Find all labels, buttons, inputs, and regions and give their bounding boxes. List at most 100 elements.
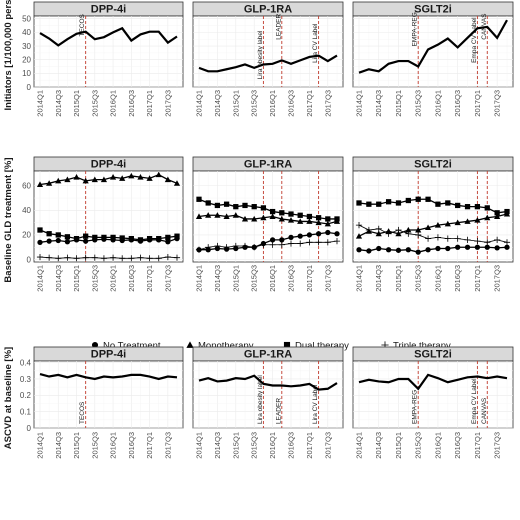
marker-plus <box>494 236 501 243</box>
marker-plus <box>46 254 53 261</box>
marker-plus <box>474 237 481 245</box>
x-tick-label: 2016Q3 <box>287 265 296 292</box>
marker-square <box>260 205 267 211</box>
x-tick-label: 2014Q3 <box>54 90 63 117</box>
series-line <box>358 19 508 74</box>
marker-square <box>37 227 43 233</box>
marker-square <box>385 199 392 205</box>
marker-circle <box>455 244 461 250</box>
x-tick-label: 2015Q3 <box>250 432 259 459</box>
marker-triangle <box>173 180 181 186</box>
marker-triangle <box>146 175 153 181</box>
marker-triangle <box>155 171 162 178</box>
marker-plus <box>223 244 230 251</box>
event-label: LEADER <box>275 398 282 424</box>
marker-plus <box>251 244 258 251</box>
marker-circle <box>165 239 171 245</box>
x-tick-label: 2015Q3 <box>250 90 259 117</box>
marker-circle <box>83 238 89 244</box>
marker-plus <box>355 222 363 229</box>
x-tick-label: 2014Q1 <box>355 265 364 292</box>
marker-square <box>334 216 340 222</box>
marker-triangle <box>444 220 451 227</box>
marker-triangle <box>324 220 331 227</box>
marker-square <box>119 235 125 241</box>
marker-square <box>128 236 134 242</box>
x-tick-label: 2016Q3 <box>127 90 136 117</box>
ascvd-panel-sglt2i: SGLT2i EMPA-REG Empa CV Label CANVAS 2014Q1 2… <box>352 346 514 459</box>
marker-plus <box>260 241 267 248</box>
y-tick-label: 30 <box>22 42 31 51</box>
marker-plus <box>195 246 203 253</box>
marker-triangle <box>36 181 44 188</box>
x-tick-label: 2017Q3 <box>493 90 502 117</box>
x-tick-label: 2017Q1 <box>305 90 314 117</box>
marker-square <box>435 201 441 207</box>
marker-square <box>455 202 461 209</box>
x-tick-label: 2017Q1 <box>145 432 154 459</box>
marker-plus <box>146 255 153 262</box>
marker-triangle <box>454 219 461 226</box>
marker-triangle <box>251 215 258 222</box>
y-tick-label: 0.3 <box>20 375 32 384</box>
marker-plus <box>444 235 451 242</box>
marker-square <box>110 234 116 241</box>
marker-square <box>83 233 89 239</box>
x-tick-label: 2017Q3 <box>163 265 172 292</box>
marker-circle <box>425 247 431 253</box>
marker-triangle <box>405 226 412 233</box>
marker-triangle <box>46 180 53 186</box>
marker-square <box>55 232 61 238</box>
x-tick-label: 2014Q3 <box>213 90 222 117</box>
marker-plus <box>385 230 392 237</box>
marker-circle <box>435 245 441 252</box>
x-tick-label: 2014Q1 <box>195 90 204 117</box>
initiators-y-axis-title: Initiators [1/100,000 persons] <box>3 0 14 110</box>
marker-square <box>315 215 322 221</box>
x-tick-label: 2014Q3 <box>374 265 383 292</box>
baseline-gld-panel-sglt2i: SGLT2i 2014Q1 2014Q3 2015Q1 2015Q3 2016Q1 2016… <box>352 156 514 292</box>
x-tick-label: 2015Q3 <box>414 265 423 292</box>
x-tick-label: 2015Q3 <box>90 90 99 117</box>
series-line-circle <box>39 238 178 243</box>
ascvd-panel-glp-1ra: GLP-1RA Lira obesity label LEADER Lira CV L… <box>192 346 344 459</box>
marker-plus <box>173 254 181 261</box>
legend-item-triangle: Monotherapy <box>186 341 254 352</box>
marker-plus <box>164 253 171 261</box>
facet-strip-label: SGLT2i <box>414 159 452 171</box>
x-tick-label: 2015Q3 <box>90 265 99 292</box>
x-tick-label: 2014Q1 <box>355 432 364 459</box>
marker-circle <box>37 239 43 245</box>
marker-plus <box>333 237 341 245</box>
series-line <box>358 373 508 391</box>
legend-label: Monotherapy <box>198 341 254 352</box>
panel-background <box>33 170 184 263</box>
marker-square <box>73 236 80 242</box>
x-tick-label: 2014Q3 <box>374 90 383 117</box>
marker-square <box>101 234 107 241</box>
legend-label: No Treatment <box>103 341 161 352</box>
series-line <box>39 26 178 47</box>
y-tick-label: 60 <box>22 182 31 191</box>
event-label: Lira obesity label <box>257 375 264 424</box>
marker-plus <box>434 234 442 241</box>
event-label: Empa CV Label <box>471 17 478 63</box>
ascvd-y-axis-title: ASCVD at baseline [%] <box>3 347 14 449</box>
marker-square <box>464 204 471 210</box>
baseline-gld-panel-glp-1ra: GLP-1RA 2014Q1 2014Q3 2015Q1 2015Q3 2016Q1 201… <box>192 156 344 292</box>
legend-item-circle: No Treatment <box>91 341 161 352</box>
panel-background <box>352 15 514 88</box>
marker-triangle <box>375 230 382 237</box>
x-tick-label: 2016Q3 <box>127 432 136 459</box>
x-tick-label: 2017Q3 <box>323 432 332 459</box>
y-tick-label: 0 <box>27 255 32 264</box>
marker-circle <box>376 245 382 252</box>
marker-square <box>297 212 303 218</box>
marker-triangle <box>214 212 221 218</box>
marker-triangle <box>82 177 89 184</box>
marker-square <box>137 237 144 243</box>
panel-background <box>352 360 514 429</box>
marker-plus <box>109 254 117 261</box>
